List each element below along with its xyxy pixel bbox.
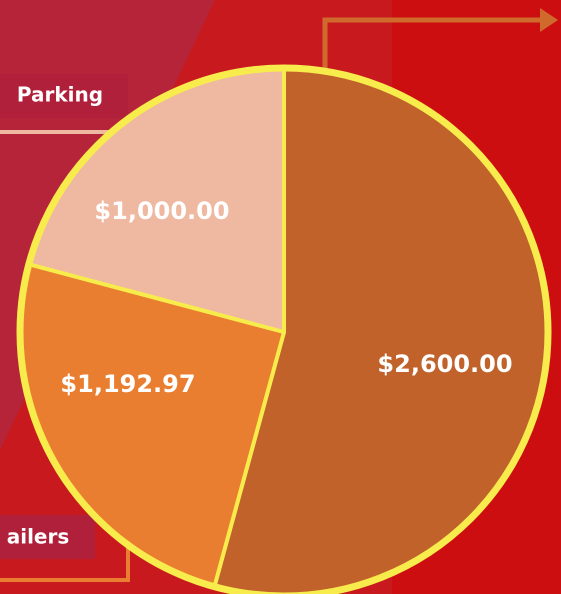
data-label: $2,600.00 bbox=[377, 350, 512, 378]
connector bbox=[322, 17, 548, 78]
data-label: $1,000.00 bbox=[94, 197, 229, 225]
category-label: ailers bbox=[7, 525, 70, 549]
labels: $2,600.00 $1,192.97 ailers $1,000.00 Parking bbox=[7, 83, 513, 549]
label-box bbox=[0, 74, 128, 118]
arrow-head bbox=[540, 8, 558, 32]
data-label: $1,192.97 bbox=[60, 370, 195, 398]
pie-outline bbox=[16, 64, 552, 594]
label-box bbox=[0, 515, 95, 559]
category-label: Parking bbox=[17, 83, 103, 107]
pie bbox=[16, 64, 552, 594]
